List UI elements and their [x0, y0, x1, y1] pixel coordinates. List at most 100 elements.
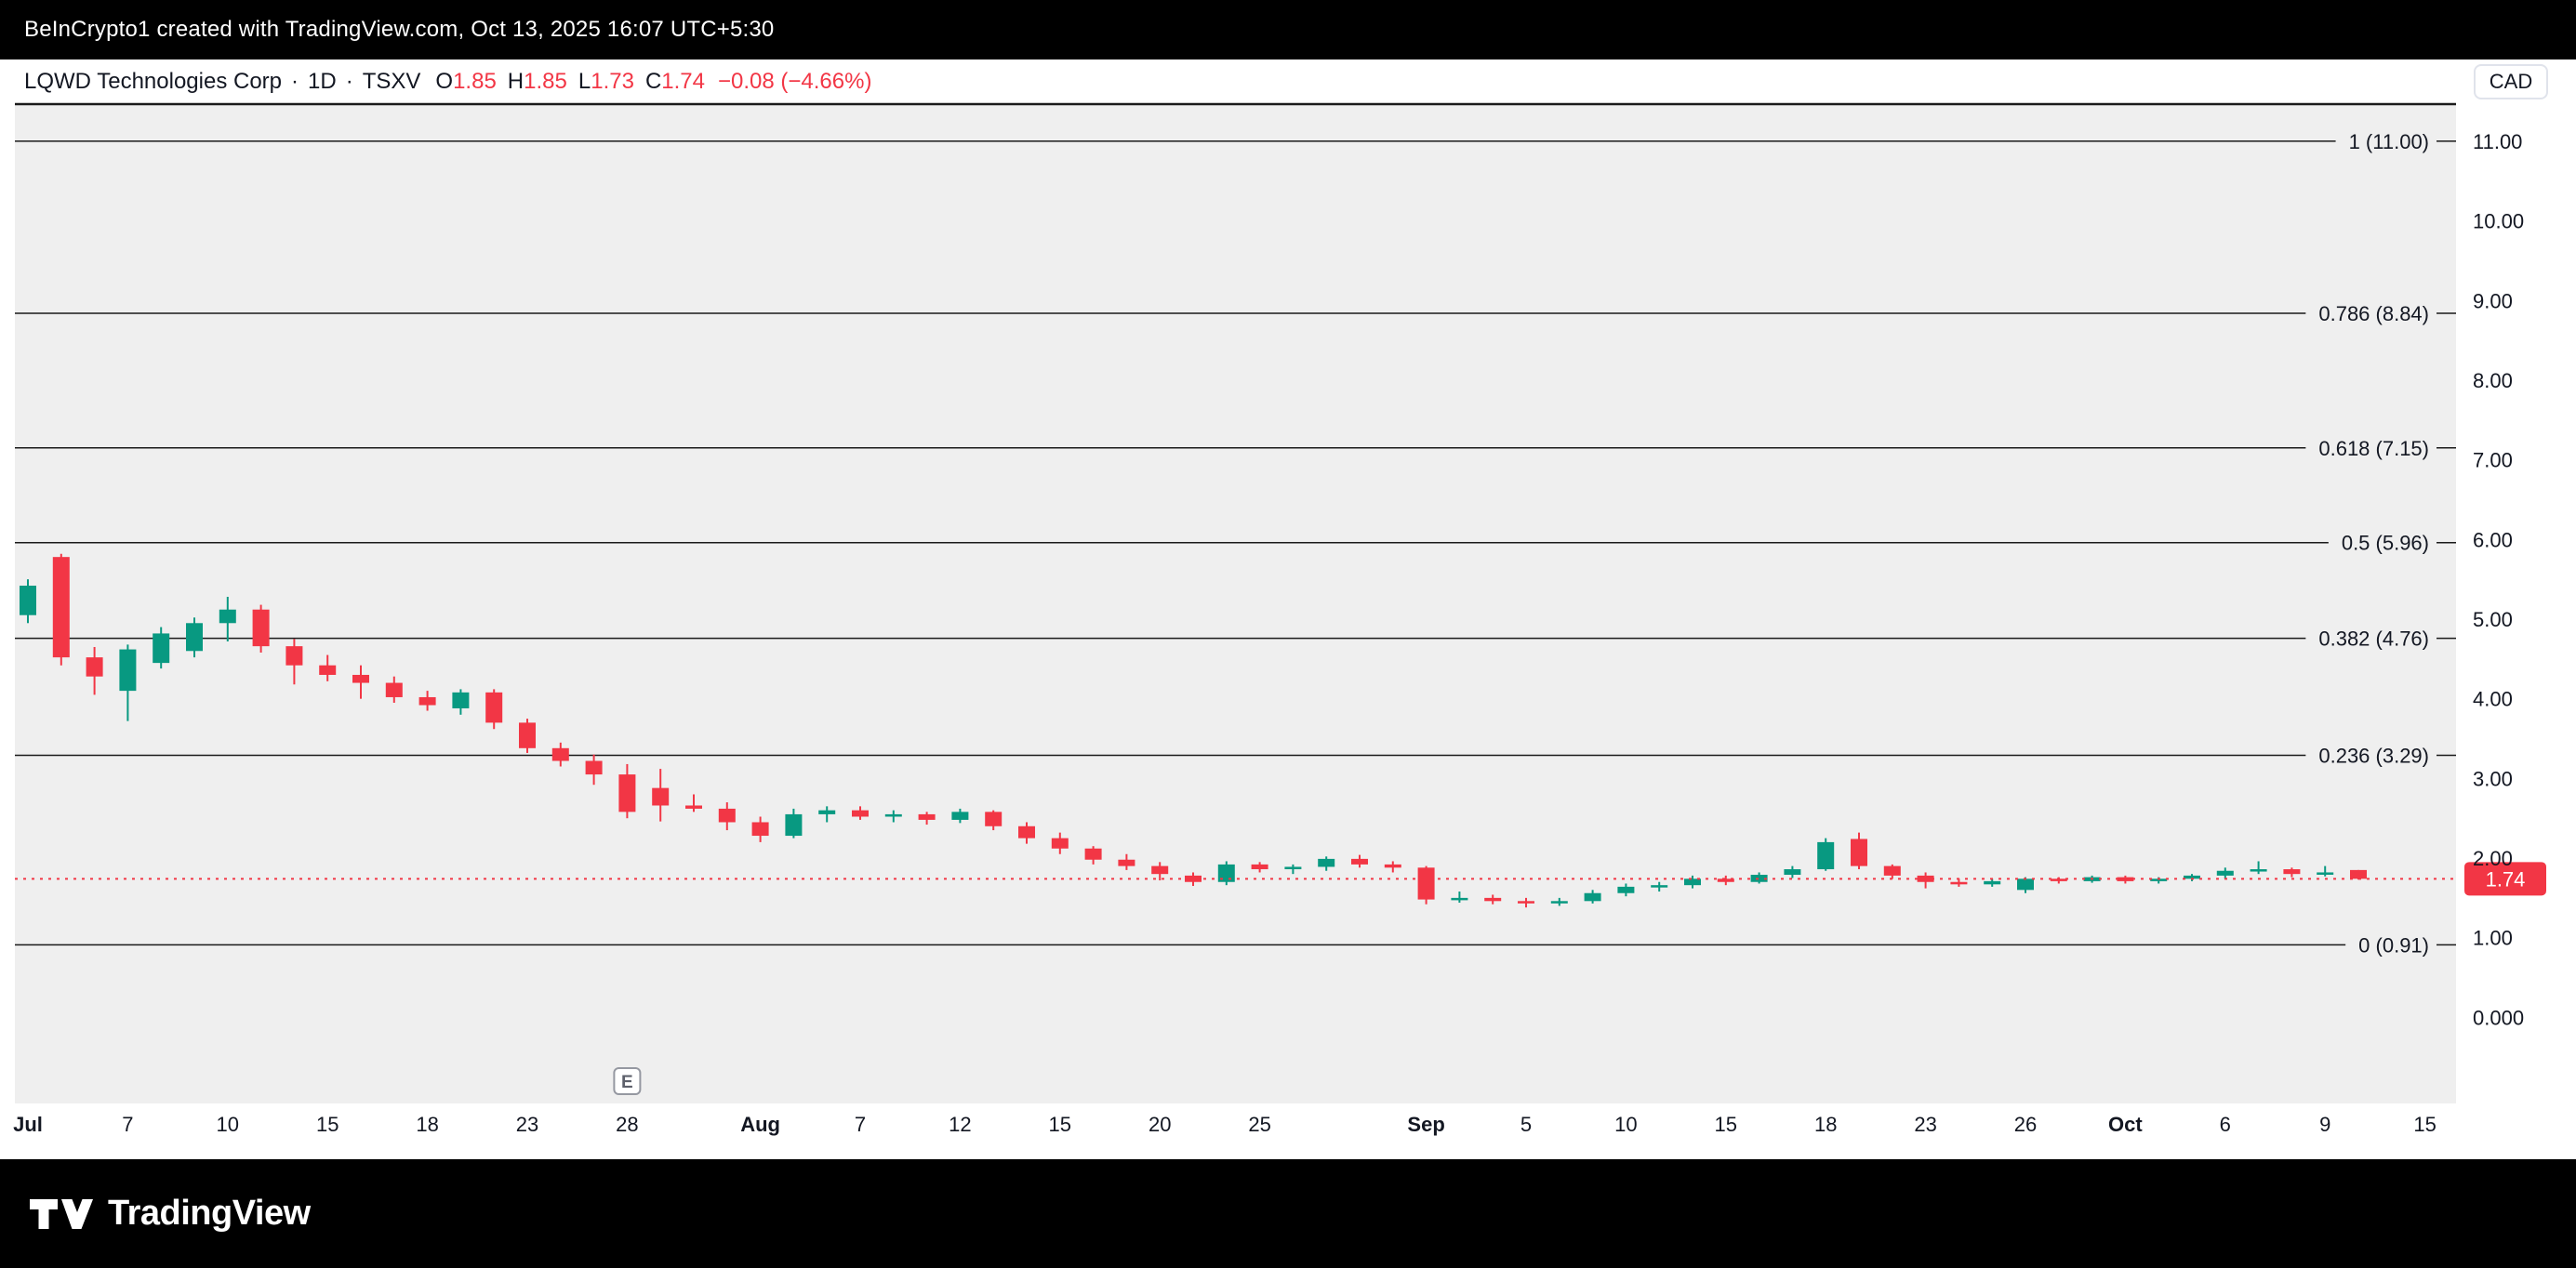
time-axis-label[interactable]: Oct: [2108, 1113, 2143, 1136]
candle-body: [585, 760, 603, 775]
time-axis-label[interactable]: Aug: [740, 1113, 780, 1136]
time-axis-label[interactable]: 18: [1814, 1113, 1837, 1136]
price-axis-label[interactable]: 3.00: [2473, 767, 2513, 790]
earnings-marker[interactable]: [613, 1067, 642, 1095]
time-axis-label[interactable]: 18: [416, 1113, 438, 1136]
candle-body: [1784, 869, 1801, 876]
candle-body: [2017, 878, 2034, 891]
time-axis-label[interactable]: 23: [1914, 1113, 1936, 1136]
exchange-label: TSXV: [362, 69, 421, 94]
chart-region: 1 (11.00) 0.786 (8.84) 0.618 (7.15) 0.5 (5.…: [0, 59, 2576, 1159]
footer-bar: TradingView: [0, 1159, 2576, 1268]
time-axis-label[interactable]: 7: [122, 1113, 133, 1136]
time-axis-label[interactable]: Jul: [13, 1113, 43, 1136]
chart-header: LQWD Technologies Corp · 1D · TSXV O 1.85…: [24, 59, 871, 104]
candle-body: [652, 787, 670, 806]
time-axis-label[interactable]: 15: [1049, 1113, 1071, 1136]
candle-body: [2050, 878, 2067, 881]
candle-body: [1950, 881, 1968, 885]
candle-body: [852, 810, 869, 817]
separator-dot: ·: [291, 69, 299, 94]
candle-body: [1984, 880, 2001, 885]
ohlc-readout: O 1.85 H 1.85 L 1.73 C 1.74: [435, 69, 705, 95]
time-axis-label[interactable]: 20: [1149, 1113, 1171, 1136]
candle-body: [252, 609, 270, 647]
candle-body: [485, 692, 503, 723]
candle-body: [1417, 867, 1435, 900]
candle-body: [1750, 875, 1768, 882]
price-axis-label[interactable]: 4.00: [2473, 688, 2513, 711]
candle-body: [1284, 866, 1302, 870]
last-price-badge: [2464, 862, 2546, 896]
candle-body: [452, 692, 470, 708]
close-value: 1.74: [661, 69, 705, 94]
price-axis-label[interactable]: 8.00: [2473, 369, 2513, 392]
time-axis-label[interactable]: 15: [316, 1113, 339, 1136]
time-axis-label[interactable]: 7: [855, 1113, 866, 1136]
time-axis-label[interactable]: 26: [2014, 1113, 2037, 1136]
fib-label: 0.618 (7.15): [2318, 437, 2429, 460]
candle-body: [86, 657, 103, 677]
time-axis-label[interactable]: 23: [516, 1113, 538, 1136]
time-axis-label[interactable]: 5: [1520, 1113, 1532, 1136]
candle-body: [1318, 858, 1335, 867]
price-axis-label[interactable]: 11.00: [2473, 130, 2522, 153]
candle-body: [1851, 839, 1867, 866]
candle-body: [186, 623, 203, 652]
time-axis-label[interactable]: 15: [1715, 1113, 1737, 1136]
candle-body: [285, 646, 303, 666]
earnings-marker-label: E: [621, 1073, 633, 1092]
candle-body: [1351, 858, 1368, 865]
candle-body: [1651, 885, 1668, 888]
time-axis-label[interactable]: 15: [2413, 1113, 2436, 1136]
candle-body: [319, 665, 337, 675]
plot-background: [15, 104, 2456, 1103]
change-value: −0.08 (−4.66%): [718, 69, 872, 94]
price-axis-label[interactable]: 5.00: [2473, 608, 2513, 631]
candle-body: [1051, 838, 1069, 849]
fib-label: 0 (0.91): [2358, 933, 2429, 957]
candle-body: [519, 722, 536, 748]
price-axis-label[interactable]: 10.00: [2473, 210, 2524, 233]
interval-label: 1D: [308, 69, 337, 94]
time-axis-label[interactable]: Sep: [1407, 1113, 1444, 1136]
fib-label: 0.5 (5.96): [2342, 532, 2429, 555]
candle-body: [1118, 859, 1135, 866]
currency-button[interactable]: CAD: [2474, 64, 2548, 99]
price-axis-label[interactable]: 0.000: [2473, 1006, 2524, 1029]
tradingview-logo[interactable]: TradingView: [26, 1192, 311, 1236]
candle-body: [1451, 897, 1468, 901]
candle-body: [1617, 886, 1635, 893]
time-axis-label[interactable]: 12: [949, 1113, 971, 1136]
time-axis-label[interactable]: 6: [2220, 1113, 2231, 1136]
time-axis-label[interactable]: 10: [1614, 1113, 1637, 1136]
candle-body: [352, 674, 369, 683]
time-axis-label[interactable]: 9: [2319, 1113, 2330, 1136]
candle-body: [1518, 901, 1534, 904]
price-chart-canvas[interactable]: 1 (11.00) 0.786 (8.84) 0.618 (7.15) 0.5 (5.…: [0, 59, 2576, 1159]
time-axis-label[interactable]: 25: [1248, 1113, 1270, 1136]
candle-body: [951, 812, 969, 820]
price-axis-label[interactable]: 1.00: [2473, 927, 2513, 950]
price-axis-label[interactable]: 6.00: [2473, 528, 2513, 551]
candle-body: [153, 633, 170, 664]
low-label: L: [578, 69, 591, 94]
time-axis-label[interactable]: 28: [616, 1113, 638, 1136]
time-axis-label[interactable]: 10: [217, 1113, 239, 1136]
candle-body: [785, 813, 803, 837]
candle-body: [884, 813, 902, 817]
candle-body: [2250, 869, 2267, 872]
price-axis-label[interactable]: 9.00: [2473, 289, 2513, 312]
candle-body: [1251, 864, 1268, 870]
tradingview-logo-icon: [30, 1198, 93, 1229]
candle-body: [1217, 864, 1235, 882]
price-axis-label[interactable]: 7.00: [2473, 449, 2513, 472]
candle-body: [2150, 878, 2168, 881]
price-axis-label[interactable]: 2.00: [2473, 847, 2513, 870]
candle-body: [52, 557, 70, 658]
candle-body: [985, 812, 1003, 826]
fib-label: 0.236 (3.29): [2318, 745, 2429, 768]
close-label: C: [644, 69, 662, 94]
candle-body: [551, 747, 569, 761]
low-value: 1.73: [591, 69, 634, 94]
